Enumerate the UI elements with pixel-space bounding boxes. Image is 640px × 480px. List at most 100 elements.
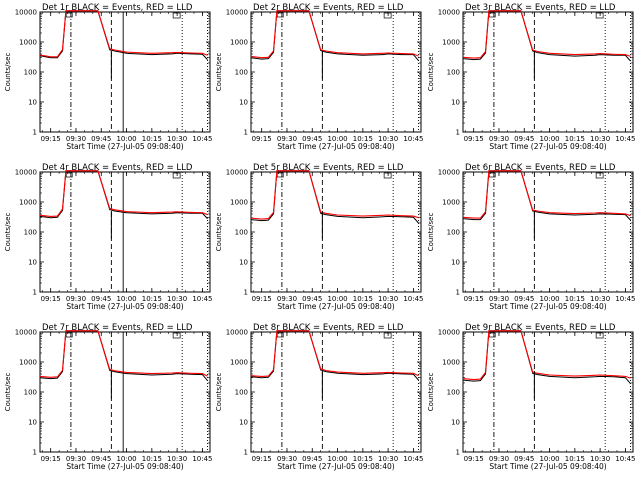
x-tick-label: 09:15 bbox=[464, 295, 484, 303]
y-tick-label: 10000 bbox=[15, 169, 37, 177]
lld-series-line bbox=[40, 170, 208, 217]
x-tick-label: 10:15 bbox=[353, 455, 373, 463]
x-tick-label: 09:45 bbox=[514, 135, 534, 143]
annotation-box bbox=[595, 332, 604, 339]
annotation-box bbox=[488, 332, 496, 338]
y-tick-label: 100 bbox=[235, 229, 248, 237]
x-tick-label: 09:45 bbox=[91, 135, 111, 143]
x-axis-label: Start Time (27-Jul-05 09:08:40) bbox=[277, 142, 394, 151]
y-tick-label: 100 bbox=[24, 389, 37, 397]
x-tick-label: 09:15 bbox=[41, 295, 61, 303]
annotation-box bbox=[595, 12, 604, 19]
plot-frame bbox=[250, 331, 422, 453]
x-tick-label: 09:30 bbox=[66, 455, 86, 463]
lld-series-line bbox=[463, 330, 631, 381]
x-tick-label: 09:45 bbox=[91, 455, 111, 463]
x-tick-label: 10:15 bbox=[142, 135, 162, 143]
y-tick-label: 100 bbox=[24, 229, 37, 237]
annotation-box bbox=[65, 332, 73, 338]
x-tick-label: 10:30 bbox=[167, 295, 187, 303]
y-tick-label: 1 bbox=[33, 449, 37, 457]
annotation-box bbox=[595, 172, 604, 179]
y-tick-label: 10 bbox=[239, 419, 248, 427]
lld-series-line bbox=[251, 10, 419, 59]
x-tick-label: 09:30 bbox=[489, 455, 509, 463]
x-tick-label: 10:45 bbox=[403, 135, 423, 143]
x-tick-label: 10:45 bbox=[615, 135, 635, 143]
series-group bbox=[463, 330, 631, 399]
x-tick-label: 10:30 bbox=[590, 455, 610, 463]
y-tick-label: 1000 bbox=[230, 199, 248, 207]
panel-3: Det 3r BLACK = Events, RED = LLD 1 10 100 10… bbox=[427, 3, 636, 151]
panel-title: Det 4r BLACK = Events, RED = LLD bbox=[42, 163, 193, 173]
y-tick-label: 10000 bbox=[438, 329, 460, 337]
y-tick-label: 1000 bbox=[442, 39, 460, 47]
x-tick-label: 10:45 bbox=[192, 295, 212, 303]
panel-6: Det 6r BLACK = Events, RED = LLD 1 10 100 10… bbox=[427, 163, 636, 311]
x-tick-label: 10:45 bbox=[615, 455, 635, 463]
x-tick-label: 10:30 bbox=[167, 455, 187, 463]
y-tick-label: 1000 bbox=[19, 39, 37, 47]
annotation-box bbox=[488, 12, 496, 18]
y-tick-label: 1 bbox=[456, 289, 460, 297]
x-tick-label: 09:30 bbox=[489, 295, 509, 303]
x-tick-label: 09:15 bbox=[252, 135, 272, 143]
y-tick-label: 1000 bbox=[442, 359, 460, 367]
x-tick-label: 09:45 bbox=[514, 295, 534, 303]
x-tick-label: 10:00 bbox=[116, 295, 136, 303]
annotation-box bbox=[276, 172, 284, 178]
y-tick-label: 1 bbox=[244, 129, 248, 137]
x-tick-label: 10:15 bbox=[142, 295, 162, 303]
y-tick-label: 1000 bbox=[230, 359, 248, 367]
annotation-box bbox=[383, 332, 392, 339]
plot-frame bbox=[462, 331, 634, 453]
y-tick-label: 10000 bbox=[438, 9, 460, 17]
x-tick-label: 10:00 bbox=[327, 295, 347, 303]
plot-frame bbox=[462, 11, 634, 133]
events-series-line bbox=[463, 330, 631, 384]
y-tick-label: 10 bbox=[239, 259, 248, 267]
panel-8: Det 8r BLACK = Events, RED = LLD 1 10 100 10… bbox=[215, 323, 424, 471]
x-axis-label: Start Time (27-Jul-05 09:08:40) bbox=[277, 302, 394, 311]
series-group bbox=[40, 10, 208, 79]
y-tick-label: 100 bbox=[24, 69, 37, 77]
y-tick-label: 10 bbox=[451, 259, 460, 267]
x-tick-label: 10:15 bbox=[565, 455, 585, 463]
y-axis-label: Counts/sec bbox=[4, 373, 12, 412]
x-tick-label: 09:45 bbox=[302, 295, 322, 303]
x-tick-label: 10:15 bbox=[353, 135, 373, 143]
y-tick-label: 1 bbox=[33, 289, 37, 297]
x-tick-label: 09:30 bbox=[489, 135, 509, 143]
x-tick-label: 10:30 bbox=[590, 295, 610, 303]
panel-title: Det 8r BLACK = Events, RED = LLD bbox=[253, 323, 404, 333]
events-series-line bbox=[251, 330, 419, 381]
y-tick-label: 1000 bbox=[19, 199, 37, 207]
y-tick-label: 10000 bbox=[226, 9, 248, 17]
annotation-box bbox=[172, 172, 181, 179]
y-tick-label: 10 bbox=[28, 99, 37, 107]
x-tick-label: 09:45 bbox=[302, 455, 322, 463]
panel-title: Det 2r BLACK = Events, RED = LLD bbox=[253, 3, 404, 13]
series-group bbox=[251, 330, 419, 399]
x-tick-label: 10:15 bbox=[353, 295, 373, 303]
events-series-line bbox=[40, 170, 208, 219]
x-tick-label: 10:00 bbox=[116, 455, 136, 463]
x-tick-label: 09:30 bbox=[277, 295, 297, 303]
y-tick-label: 1 bbox=[456, 449, 460, 457]
x-axis-label: Start Time (27-Jul-05 09:08:40) bbox=[66, 302, 183, 311]
x-axis-label: Start Time (27-Jul-05 09:08:40) bbox=[66, 142, 183, 151]
y-tick-label: 100 bbox=[447, 69, 460, 77]
y-tick-label: 1000 bbox=[19, 359, 37, 367]
annotation-box bbox=[172, 12, 181, 19]
panel-1: Det 1r BLACK = Events, RED = LLD 1 10 100 10… bbox=[4, 3, 213, 151]
y-axis-label: Counts/sec bbox=[215, 53, 223, 92]
x-axis-label: Start Time (27-Jul-05 09:08:40) bbox=[489, 462, 606, 471]
annotation-box bbox=[383, 172, 392, 179]
events-series-line bbox=[251, 170, 419, 224]
annotation-box bbox=[276, 332, 284, 338]
plot-frame bbox=[250, 171, 422, 293]
annotation-box bbox=[65, 172, 73, 178]
events-series-line bbox=[463, 10, 631, 62]
events-series-line bbox=[40, 10, 208, 60]
